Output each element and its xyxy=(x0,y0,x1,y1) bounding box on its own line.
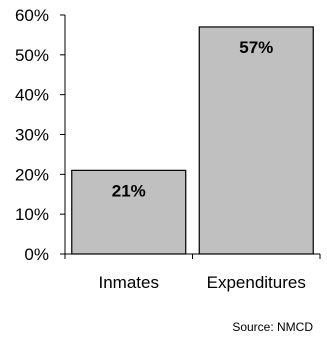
chart-labels: 21% Inmates 57% Expenditures xyxy=(99,38,306,292)
bar-inmates xyxy=(71,169,187,255)
y-tick-label: 30% xyxy=(15,126,49,145)
y-tick-label: 50% xyxy=(15,46,49,65)
y-axis-ticks: 0% 10% 20% 30% 40% 50% 60% xyxy=(15,6,321,264)
y-tick-label: 40% xyxy=(15,86,49,105)
y-tick-label: 20% xyxy=(15,165,49,184)
category-label-inmates: Inmates xyxy=(99,273,159,292)
source-note: Source: NMCD xyxy=(232,320,313,334)
data-label-inmates: 21% xyxy=(112,181,146,200)
data-label-expenditures: 57% xyxy=(239,38,273,57)
category-label-expenditures: Expenditures xyxy=(207,273,306,292)
y-tick-label: 0% xyxy=(24,245,49,264)
bar-expenditures xyxy=(198,26,314,255)
bar-series xyxy=(71,26,314,255)
y-tick-label: 60% xyxy=(15,6,49,25)
y-tick-label: 10% xyxy=(15,205,49,224)
